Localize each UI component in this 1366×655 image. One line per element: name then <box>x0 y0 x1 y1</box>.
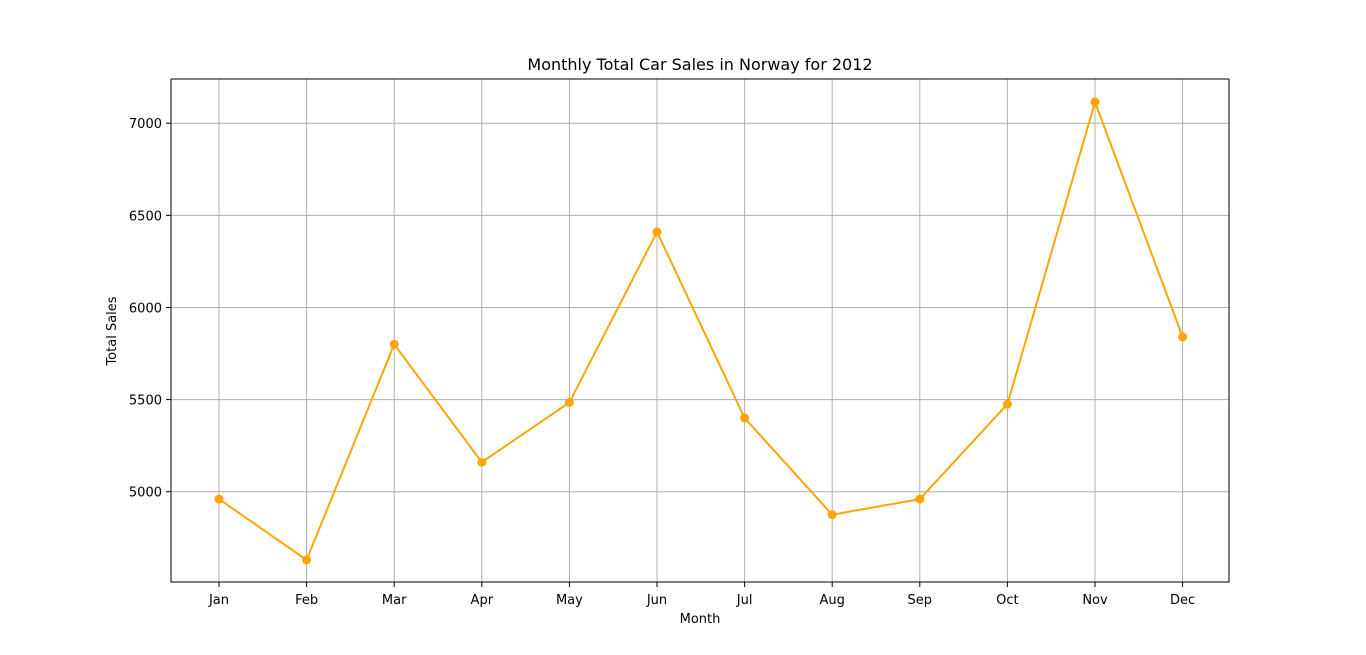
data-point <box>302 555 312 565</box>
x-tick-label: Dec <box>1170 593 1195 608</box>
x-tick-label: Jan <box>208 593 229 608</box>
x-tick-label: Apr <box>471 593 494 608</box>
x-tick-label: May <box>556 593 583 608</box>
y-tick-label: 7000 <box>129 117 162 132</box>
grid-lines <box>171 79 1229 582</box>
y-tick-label: 6500 <box>129 209 162 224</box>
x-tick-label: Feb <box>295 593 318 608</box>
x-tick-label: Mar <box>382 593 407 608</box>
y-axis-title: Total Sales <box>105 296 120 366</box>
x-tick-label: Sep <box>908 593 933 608</box>
data-point <box>915 494 925 504</box>
chart-title: Monthly Total Car Sales in Norway for 20… <box>527 55 872 74</box>
x-tick-label: Jun <box>646 593 667 608</box>
data-point <box>1178 332 1188 342</box>
x-tick-label: Oct <box>996 593 1018 608</box>
x-axis: Jan Feb Mar Apr May Jun Jul Aug Sep Oct Nov Dec <box>208 582 1195 608</box>
y-tick-label: 5500 <box>129 394 162 409</box>
data-point <box>652 227 662 237</box>
data-point <box>564 397 574 407</box>
data-point <box>740 413 750 423</box>
y-tick-label: 5000 <box>129 486 162 501</box>
series-group <box>214 97 1188 565</box>
data-point <box>1002 399 1012 409</box>
data-point <box>389 339 399 349</box>
series-line <box>218 101 1184 561</box>
y-tick-label: 6000 <box>129 301 162 316</box>
data-point <box>1090 97 1100 107</box>
data-point <box>477 457 487 467</box>
plot-frame <box>170 78 1230 583</box>
x-tick-label: Jul <box>736 593 753 608</box>
x-tick-label: Nov <box>1082 593 1108 608</box>
x-axis-title: Month <box>680 612 721 627</box>
x-tick-label: Aug <box>820 593 845 608</box>
data-point <box>827 510 837 520</box>
data-point <box>214 494 224 504</box>
y-axis: 5000 5500 6000 6500 7000 <box>129 117 171 501</box>
